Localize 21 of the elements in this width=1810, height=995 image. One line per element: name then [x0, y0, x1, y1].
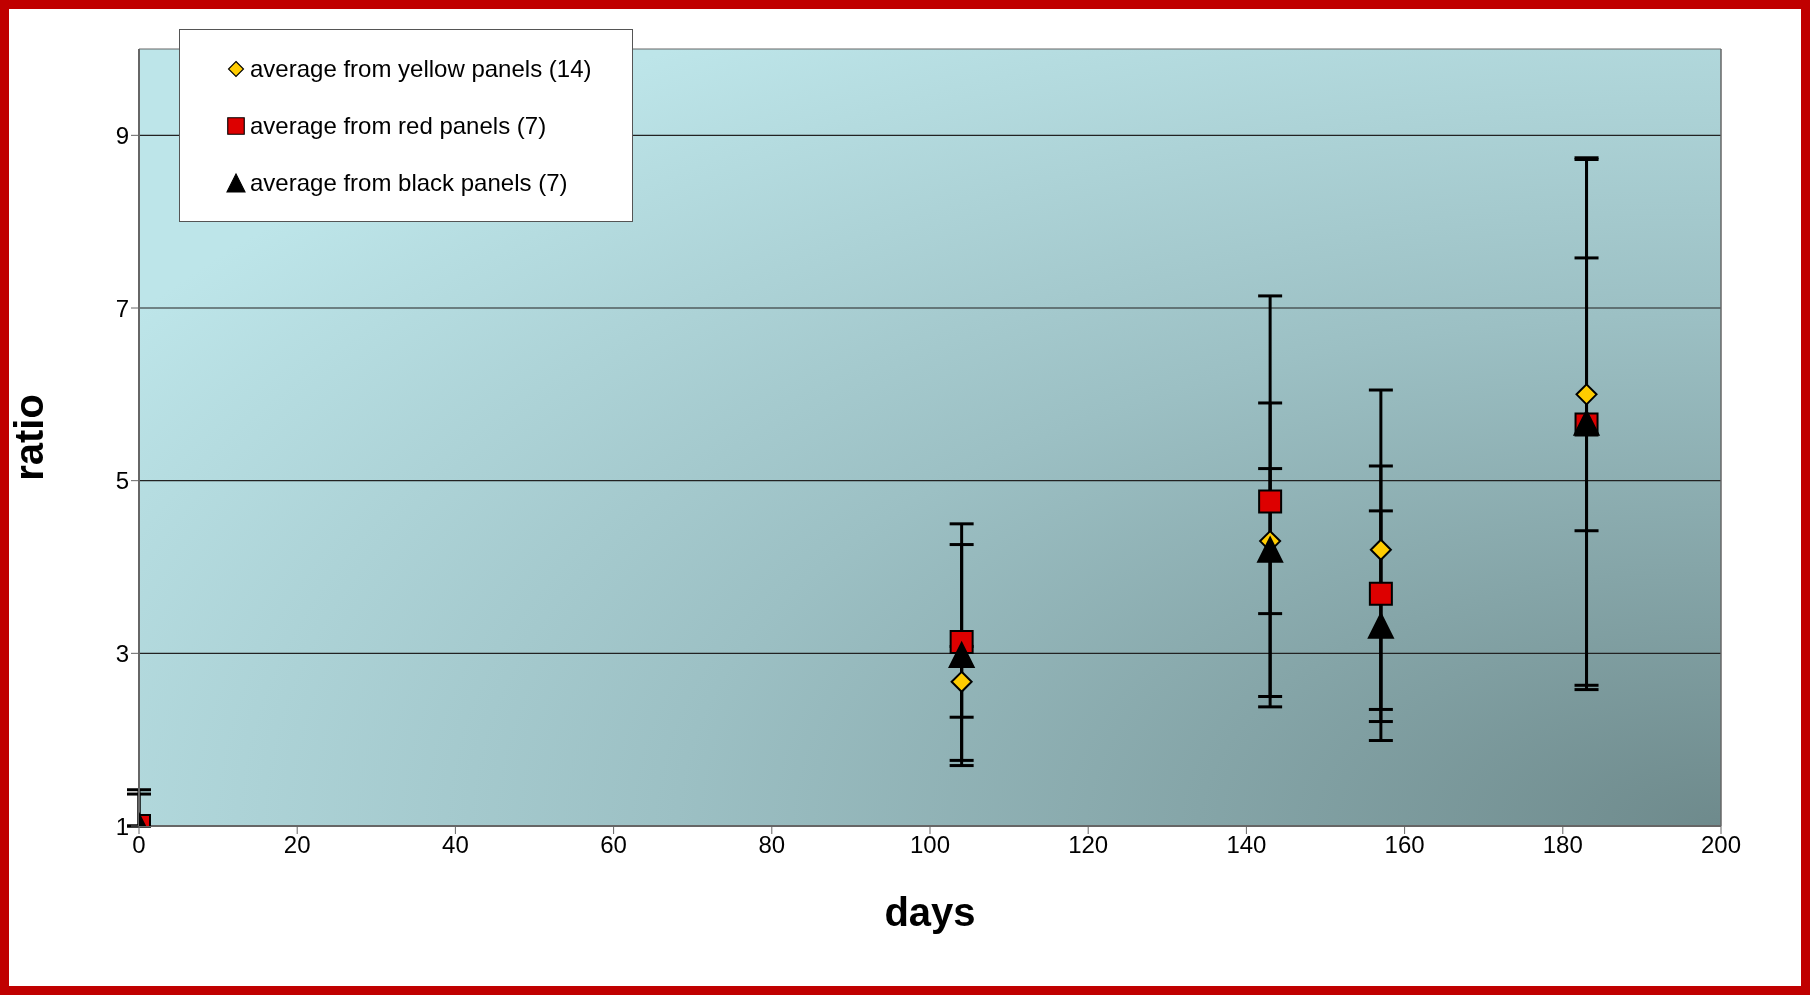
x-tick-label: 100 — [909, 831, 951, 859]
x-tick-label: 120 — [1068, 831, 1109, 859]
x-tick-label: 60 — [600, 831, 627, 859]
y-tick-label: 7 — [115, 294, 129, 322]
legend-label: average from red panels (7) — [250, 111, 547, 140]
x-axis-title: days — [884, 890, 976, 934]
x-tick-label: 40 — [442, 831, 469, 859]
y-axis-title: ratio — [7, 394, 52, 481]
x-tick-label: 140 — [1226, 831, 1267, 859]
x-tick-label: 200 — [1700, 831, 1742, 859]
legend-label: average from black panels (7) — [250, 168, 568, 197]
x-tick-label: 20 — [283, 831, 311, 859]
x-tick-label: 0 — [132, 831, 146, 859]
y-tick-label: 5 — [115, 467, 129, 495]
x-tick-label: 180 — [1542, 831, 1583, 859]
y-tick-label: 3 — [115, 639, 129, 667]
x-tick-label: 80 — [758, 831, 786, 859]
legend-label: average from yellow panels (14) — [250, 54, 592, 83]
y-tick-label: 9 — [115, 121, 129, 149]
x-tick-label: 160 — [1384, 831, 1425, 859]
y-tick-label: 1 — [115, 812, 129, 840]
